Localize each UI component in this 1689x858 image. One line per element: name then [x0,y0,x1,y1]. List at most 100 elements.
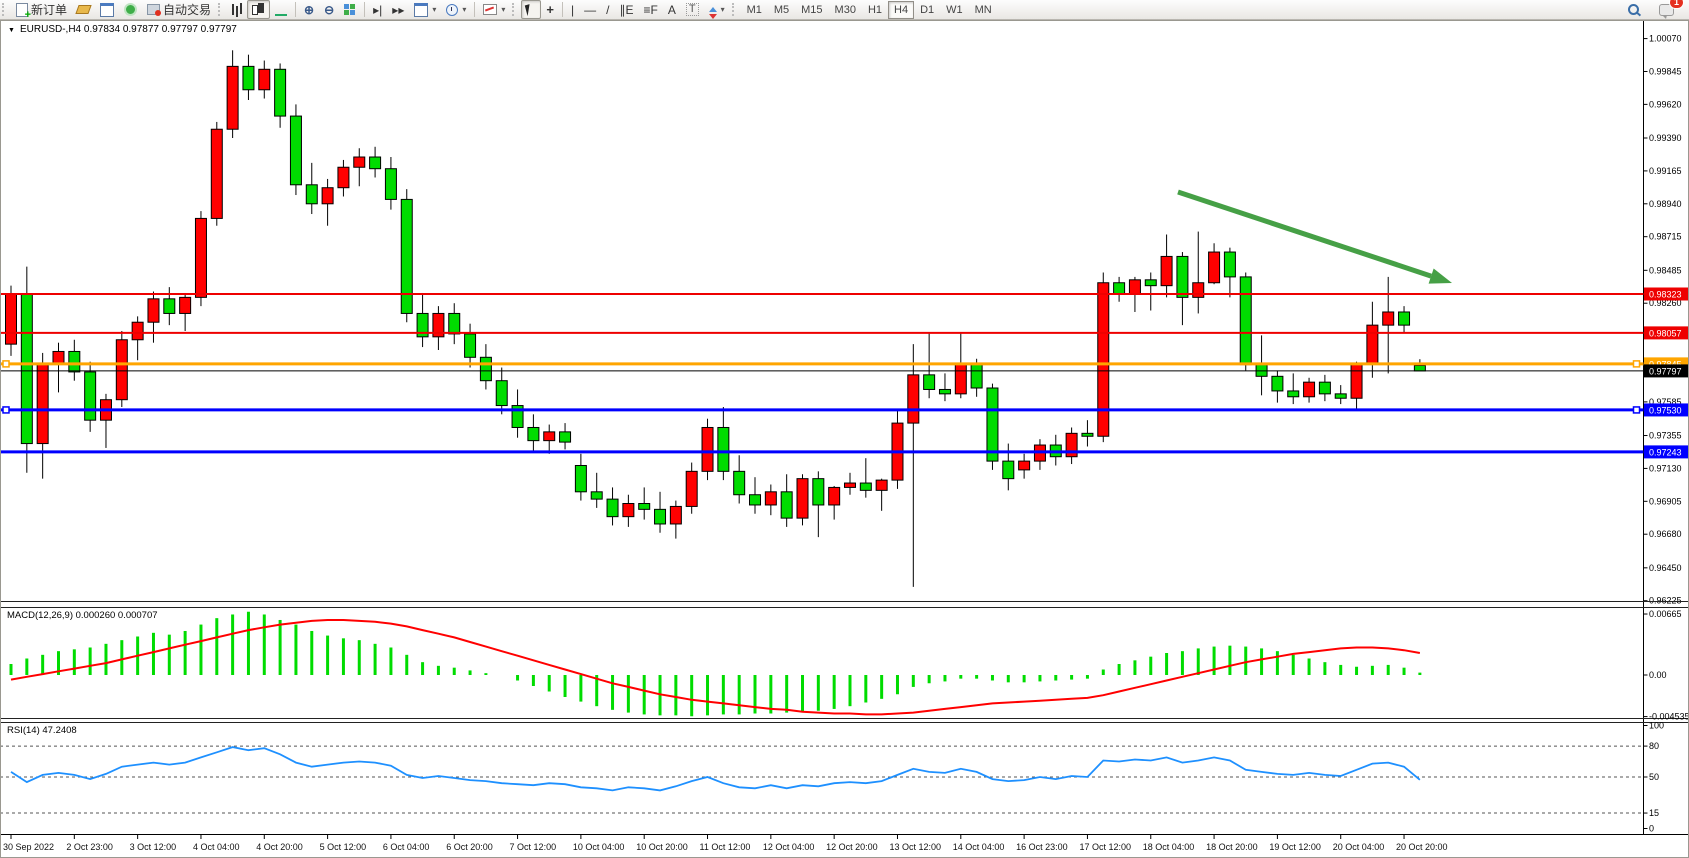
candle[interactable] [416,292,429,348]
timeframe-m30[interactable]: M30 [834,3,856,16]
zoom-in-button[interactable]: ⊕ [299,0,319,19]
candle[interactable] [986,383,999,470]
eraser-button[interactable] [72,0,95,19]
candle[interactable] [1208,243,1221,285]
candle[interactable] [1081,420,1094,447]
candle[interactable] [527,414,540,451]
timeframe-m1[interactable]: M1 [746,3,762,16]
candle[interactable] [179,292,192,331]
hline-resistance-1[interactable]: 0.98323 [0,287,1689,301]
candle[interactable] [875,478,888,511]
candle[interactable] [1223,247,1236,298]
hline-support-1[interactable]: 0.97530 [0,403,1689,417]
hline-resistance-2[interactable]: 0.98057 [0,326,1689,340]
timeframe-h1[interactable]: H1 [867,3,883,16]
candle[interactable] [305,162,318,215]
timeframe-m15[interactable]: M15 [801,3,823,16]
hline-current-price[interactable]: 0.97797 [0,364,1689,378]
candle[interactable] [717,407,730,481]
candle[interactable] [1065,427,1078,465]
channel-tool[interactable]: ∥E [614,0,638,19]
pane-splitter[interactable] [0,601,1689,608]
new-chart-button[interactable]: ▾ [409,0,441,19]
candle[interactable] [384,157,397,210]
candle[interactable] [321,178,334,226]
chart-window-button[interactable] [95,0,119,19]
new-order-button[interactable]: 新订单 [11,0,72,21]
candle[interactable] [258,60,271,99]
candle[interactable] [543,424,556,454]
candle[interactable] [1398,306,1411,333]
timeframe-d1[interactable]: D1 [920,3,935,16]
candle[interactable] [606,487,619,526]
macd-pane[interactable]: 0.00665 0.00 -0.004535 MACD(12,26,9) 0.0002… [7,609,1689,722]
candle[interactable] [1271,370,1284,403]
search-button[interactable] [1623,0,1644,19]
arrows-tool[interactable]: ▾ [704,0,730,19]
candle[interactable] [495,367,508,415]
candle[interactable] [1318,374,1331,402]
text-tool[interactable]: A [663,0,681,19]
chart-canvas[interactable]: 1.00070 0.99845 0.99620 0.99390 0.99165 0.989… [0,20,1689,858]
candle[interactable] [337,159,350,197]
notifications-button[interactable]: 1 [1654,0,1684,19]
candle[interactable] [1097,272,1110,443]
candle[interactable] [733,455,746,504]
candle[interactable] [274,63,287,128]
candle[interactable] [1192,231,1205,314]
autotrade-button[interactable]: 自动交易 [142,0,216,19]
candle[interactable] [1144,272,1157,311]
candle[interactable] [1018,453,1031,479]
candle[interactable] [669,500,682,539]
candle[interactable] [859,458,872,498]
candle[interactable] [622,494,635,527]
candle[interactable] [812,471,825,538]
timeframe-mn[interactable]: MN [974,3,992,16]
candle[interactable] [796,474,809,526]
trend-arrow-annotation[interactable] [1177,189,1452,284]
candle[interactable] [147,291,160,343]
timeframe-h4[interactable]: H4 [888,0,915,19]
toolbar-grip[interactable] [218,3,225,16]
line-chart-button[interactable] [270,0,292,19]
crosshair-tool-button[interactable]: + [541,0,559,19]
text-label-tool[interactable]: T [681,0,704,19]
cursor-tool-button[interactable] [521,0,542,19]
candle[interactable] [1382,276,1395,374]
candle[interactable] [907,344,920,587]
candle[interactable] [131,316,144,361]
candle[interactable] [210,121,223,226]
chart-window[interactable]: 1.00070 0.99845 0.99620 0.99390 0.99165 0.989… [0,20,1689,858]
candle[interactable] [701,418,714,481]
timeframe-m5[interactable]: M5 [773,3,790,16]
candle[interactable] [764,484,777,516]
candle[interactable] [20,266,33,473]
candle[interactable] [938,373,951,402]
candle[interactable] [574,453,587,501]
candle[interactable] [1287,373,1300,405]
bar-chart-button[interactable] [227,0,247,19]
indicators-button[interactable]: ▾ [478,0,510,19]
candle[interactable] [479,344,492,390]
candle[interactable] [289,104,302,196]
candle[interactable] [84,361,97,432]
candle[interactable] [654,491,667,533]
candle[interactable] [432,306,445,350]
candle[interactable] [590,472,603,508]
candle[interactable] [242,54,255,100]
toolbar-grip[interactable] [731,3,739,16]
candle[interactable] [226,50,239,139]
auto-scroll-button[interactable]: ▸▸ [387,0,409,19]
toolbar-grip[interactable] [512,3,519,16]
chart-shift-button[interactable]: ▸| [368,0,387,19]
rsi-pane[interactable]: 100 80 50 15 0 RSI(14) 47.2408 [0,721,1664,834]
candle[interactable] [1239,272,1252,371]
candle[interactable] [400,189,413,323]
candle[interactable] [68,339,81,381]
candle[interactable] [353,148,366,187]
fibonacci-tool[interactable]: ≡F [638,0,662,19]
candle[interactable] [464,323,477,368]
time-axis[interactable]: 30 Sep 2022 2 Oct 23:00 3 Oct 12:00 4 Oct 0… [0,834,1689,853]
candle[interactable] [115,330,128,408]
candlestick-chart-button[interactable] [247,0,271,19]
